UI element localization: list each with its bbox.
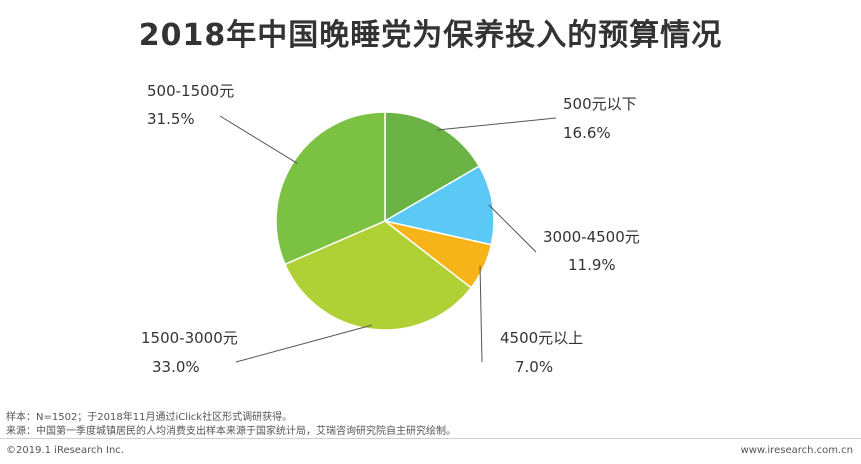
slice-value-label: 7.0% xyxy=(515,358,553,376)
leader-line xyxy=(488,204,537,253)
source-note: 来源：中国第一季度城镇居民的人均消费支出样本来源于国家统计局，艾瑞咨询研究院自主… xyxy=(6,426,456,437)
pie-slice xyxy=(384,111,481,223)
pie-slices xyxy=(275,111,495,331)
pie-slice xyxy=(283,220,473,331)
slice-category-label: 1500-3000元 xyxy=(141,329,238,347)
slice-value-label: 16.6% xyxy=(563,124,611,142)
leader-line xyxy=(219,115,298,164)
footer-divider xyxy=(0,438,861,439)
leader-line xyxy=(437,117,557,131)
slice-value-label: 11.9% xyxy=(568,256,616,274)
pie-slice xyxy=(382,165,495,246)
slice-category-label: 3000-4500元 xyxy=(543,228,640,246)
slice-category-label: 4500元以上 xyxy=(500,329,583,347)
sample-note: 样本：N=1502；于2018年11月通过iClick社区形式调研获得。 xyxy=(6,412,293,423)
leader-line xyxy=(479,265,483,363)
leader-line xyxy=(235,324,372,363)
website-link[interactable]: www.iresearch.com.cn xyxy=(740,445,853,456)
chart-title: 2018年中国晚睡党为保养投入的预算情况 xyxy=(138,18,723,53)
copyright-text: ©2019.1 iResearch Inc. xyxy=(6,445,124,456)
slice-value-label: 33.0% xyxy=(152,358,200,376)
leader-lines xyxy=(219,115,557,363)
slice-value-label: 31.5% xyxy=(147,110,195,128)
slice-category-label: 500-1500元 xyxy=(147,82,234,100)
slice-category-label: 500元以下 xyxy=(563,95,637,113)
slice-labels: 500元以下 16.6% 3000-4500元 11.9% 4500元以上 7.0% 150… xyxy=(141,82,640,376)
